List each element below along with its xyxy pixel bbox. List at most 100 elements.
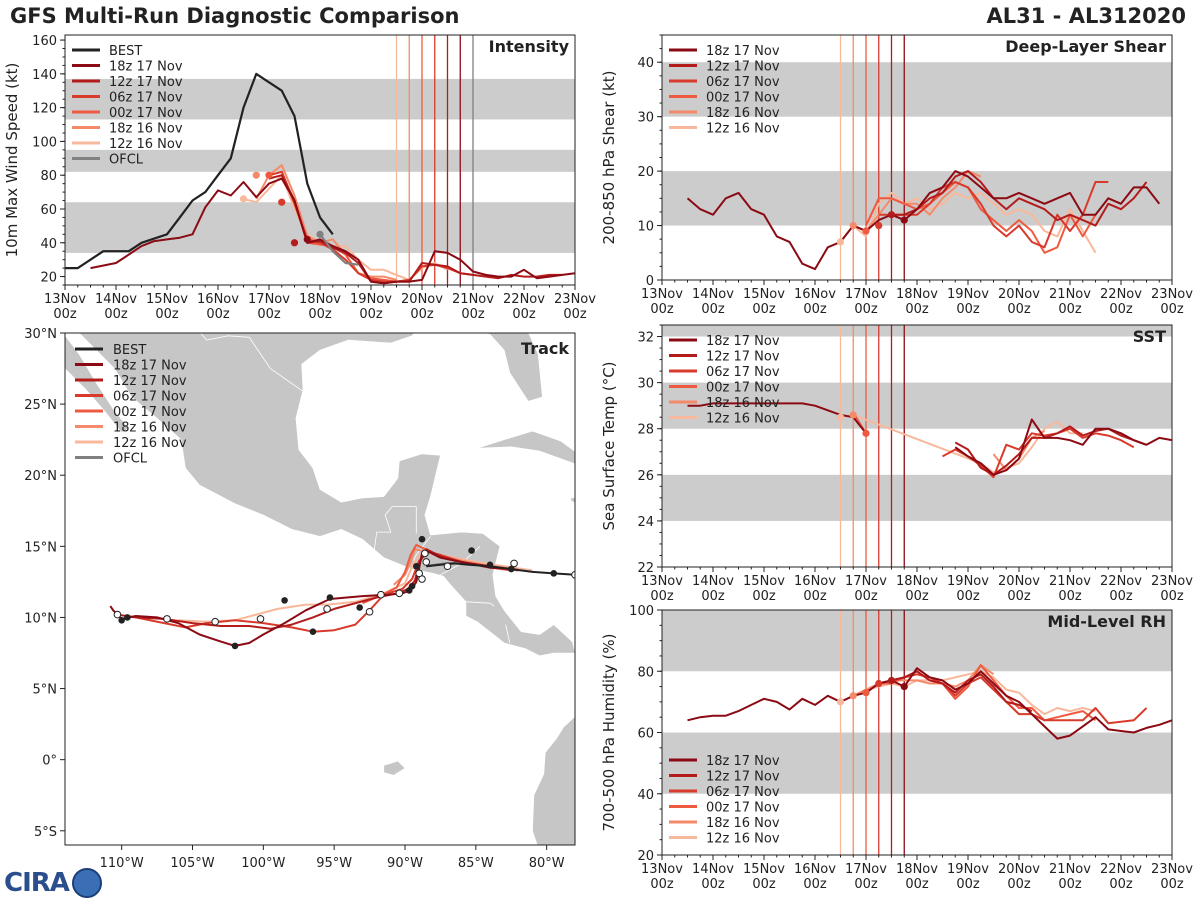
series-line-r12z17	[891, 170, 1148, 227]
track-panel: 110°W 105°W 100°W 95°W 90°W 85°W 80°W 5°S 0° 5°N 1…	[24, 327, 576, 871]
track-line-r12z16	[178, 551, 533, 623]
intensity-band	[662, 474, 1172, 521]
y-tick-label: 160	[32, 34, 57, 49]
legend-label: 06z 17 Nov	[706, 785, 780, 800]
y-tick-label: 32	[637, 331, 654, 346]
legend-label: 18z 16 Nov	[706, 816, 780, 831]
lat-tick-label: 10°N	[24, 611, 57, 626]
y-tick-label: 28	[637, 423, 654, 438]
series-line-r18z17	[90, 177, 575, 285]
lat-tick-label: 5°N	[33, 683, 58, 698]
legend-label: BEST	[109, 44, 142, 59]
track-point-filled	[507, 565, 515, 573]
y-tick-label: 80	[637, 665, 654, 680]
track-point-open	[163, 615, 171, 623]
y-tick-label: 0	[646, 274, 654, 289]
legend-label: 12z 16 Nov	[706, 832, 780, 847]
country-border	[413, 536, 431, 561]
panel-label: Mid-Level RH	[1047, 612, 1166, 631]
y-axis-label: 700-500 hPa Humidity (%)	[600, 633, 618, 831]
track-line-r12z17	[117, 548, 491, 630]
x-tick-day-label: 14Nov	[95, 292, 137, 307]
x-tick-day-label: 15Nov	[743, 862, 785, 877]
x-tick-hour-label: 00z	[650, 302, 674, 317]
legend-label: 06z 17 Nov	[113, 390, 187, 405]
init-marker	[849, 221, 857, 230]
country-border	[200, 333, 304, 392]
x-tick-day-label: 13Nov	[641, 862, 683, 877]
x-tick-day-label: 16Nov	[794, 287, 836, 302]
x-tick-hour-label: 00z	[956, 589, 980, 604]
x-tick-day-label: 23Nov	[1151, 287, 1193, 302]
lon-tick-label: 95°W	[316, 856, 352, 871]
series-line-r12z17	[954, 425, 1147, 476]
x-tick-hour-label: 00z	[155, 307, 179, 322]
legend-label: 18z 17 Nov	[706, 334, 780, 349]
country-border	[465, 601, 495, 607]
track-point-filled	[468, 547, 475, 554]
track-point-filled	[356, 604, 363, 611]
x-tick-hour-label: 00z	[308, 307, 332, 322]
y-tick-label: 30	[637, 111, 654, 126]
x-tick-day-label: 20Nov	[998, 287, 1040, 302]
y-tick-label: 40	[40, 237, 57, 252]
x-tick-hour-label: 00z	[803, 302, 827, 317]
x-tick-day-label: 17Nov	[248, 292, 290, 307]
lon-tick-label: 105°W	[170, 856, 214, 871]
x-tick-hour-label: 00z	[650, 877, 674, 892]
legend-label: 06z 17 Nov	[706, 75, 780, 90]
legend-label: 12z 16 Nov	[109, 137, 183, 152]
panel-label: Intensity	[489, 37, 570, 56]
x-tick-hour-label: 00z	[956, 877, 980, 892]
x-tick-day-label: 23Nov	[1151, 862, 1193, 877]
lat-tick-label: 5°S	[34, 825, 57, 840]
legend-label: 00z 17 Nov	[706, 91, 780, 106]
lon-tick-label: 90°W	[387, 856, 423, 871]
lat-tick-label: 30°N	[24, 327, 57, 342]
track-point-filled	[550, 570, 558, 577]
init-marker	[303, 235, 311, 243]
intensity-band	[662, 62, 1172, 117]
landmass	[78, 333, 575, 845]
x-tick-day-label: 16Nov	[794, 574, 836, 589]
x-tick-hour-label: 00z	[905, 877, 929, 892]
landmass	[570, 497, 575, 504]
init-marker	[278, 198, 286, 206]
x-tick-hour-label: 00z	[512, 307, 536, 322]
track-point-filled	[418, 535, 426, 543]
legend-label: 12z 17 Nov	[706, 770, 780, 785]
series-line-r00z17	[865, 181, 1097, 254]
legend-label: 06z 17 Nov	[109, 91, 183, 106]
x-tick-day-label: 18Nov	[896, 287, 938, 302]
x-tick-day-label: 18Nov	[896, 862, 938, 877]
legend-label: 18z 16 Nov	[706, 396, 780, 411]
x-tick-day-label: 17Nov	[845, 862, 887, 877]
init-marker	[316, 230, 324, 238]
logo-text: CIRA	[4, 868, 70, 898]
x-tick-hour-label: 00z	[905, 302, 929, 317]
x-tick-hour-label: 00z	[1007, 302, 1031, 317]
x-tick-day-label: 18Nov	[299, 292, 341, 307]
panel-label: Track	[521, 339, 569, 358]
series-line-r06z17	[942, 427, 1135, 479]
sst-panel: 22242628303213Nov00z14Nov00z15Nov00z16No…	[600, 324, 1193, 604]
legend-label: 18z 16 Nov	[109, 122, 183, 137]
legend-label: 18z 16 Nov	[113, 421, 187, 436]
track-point-filled	[124, 614, 131, 621]
init-marker	[239, 195, 248, 203]
x-tick-hour-label: 00z	[104, 307, 128, 322]
track-point-open	[421, 549, 429, 558]
x-tick-hour-label: 00z	[803, 589, 827, 604]
x-tick-day-label: 17Nov	[845, 574, 887, 589]
page-title: GFS Multi-Run Diagnostic Comparison	[10, 4, 460, 28]
legend-label: 12z 17 Nov	[706, 60, 780, 75]
init-marker	[875, 679, 883, 688]
x-tick-day-label: 19Nov	[947, 574, 989, 589]
x-tick-day-label: 22Nov	[503, 292, 545, 307]
y-tick-label: 20	[40, 271, 57, 286]
legend-label: 18z 16 Nov	[706, 106, 780, 121]
x-tick-day-label: 22Nov	[1100, 574, 1142, 589]
series-line-r12z16	[840, 670, 1096, 716]
intensity-band	[662, 610, 1172, 672]
x-tick-day-label: 19Nov	[947, 862, 989, 877]
